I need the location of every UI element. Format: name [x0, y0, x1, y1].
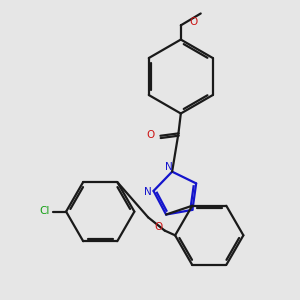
- Text: N: N: [165, 162, 173, 172]
- Text: O: O: [154, 222, 162, 232]
- Text: Cl: Cl: [39, 206, 50, 216]
- Text: O: O: [189, 17, 198, 27]
- Text: N: N: [144, 187, 152, 197]
- Text: O: O: [146, 130, 155, 140]
